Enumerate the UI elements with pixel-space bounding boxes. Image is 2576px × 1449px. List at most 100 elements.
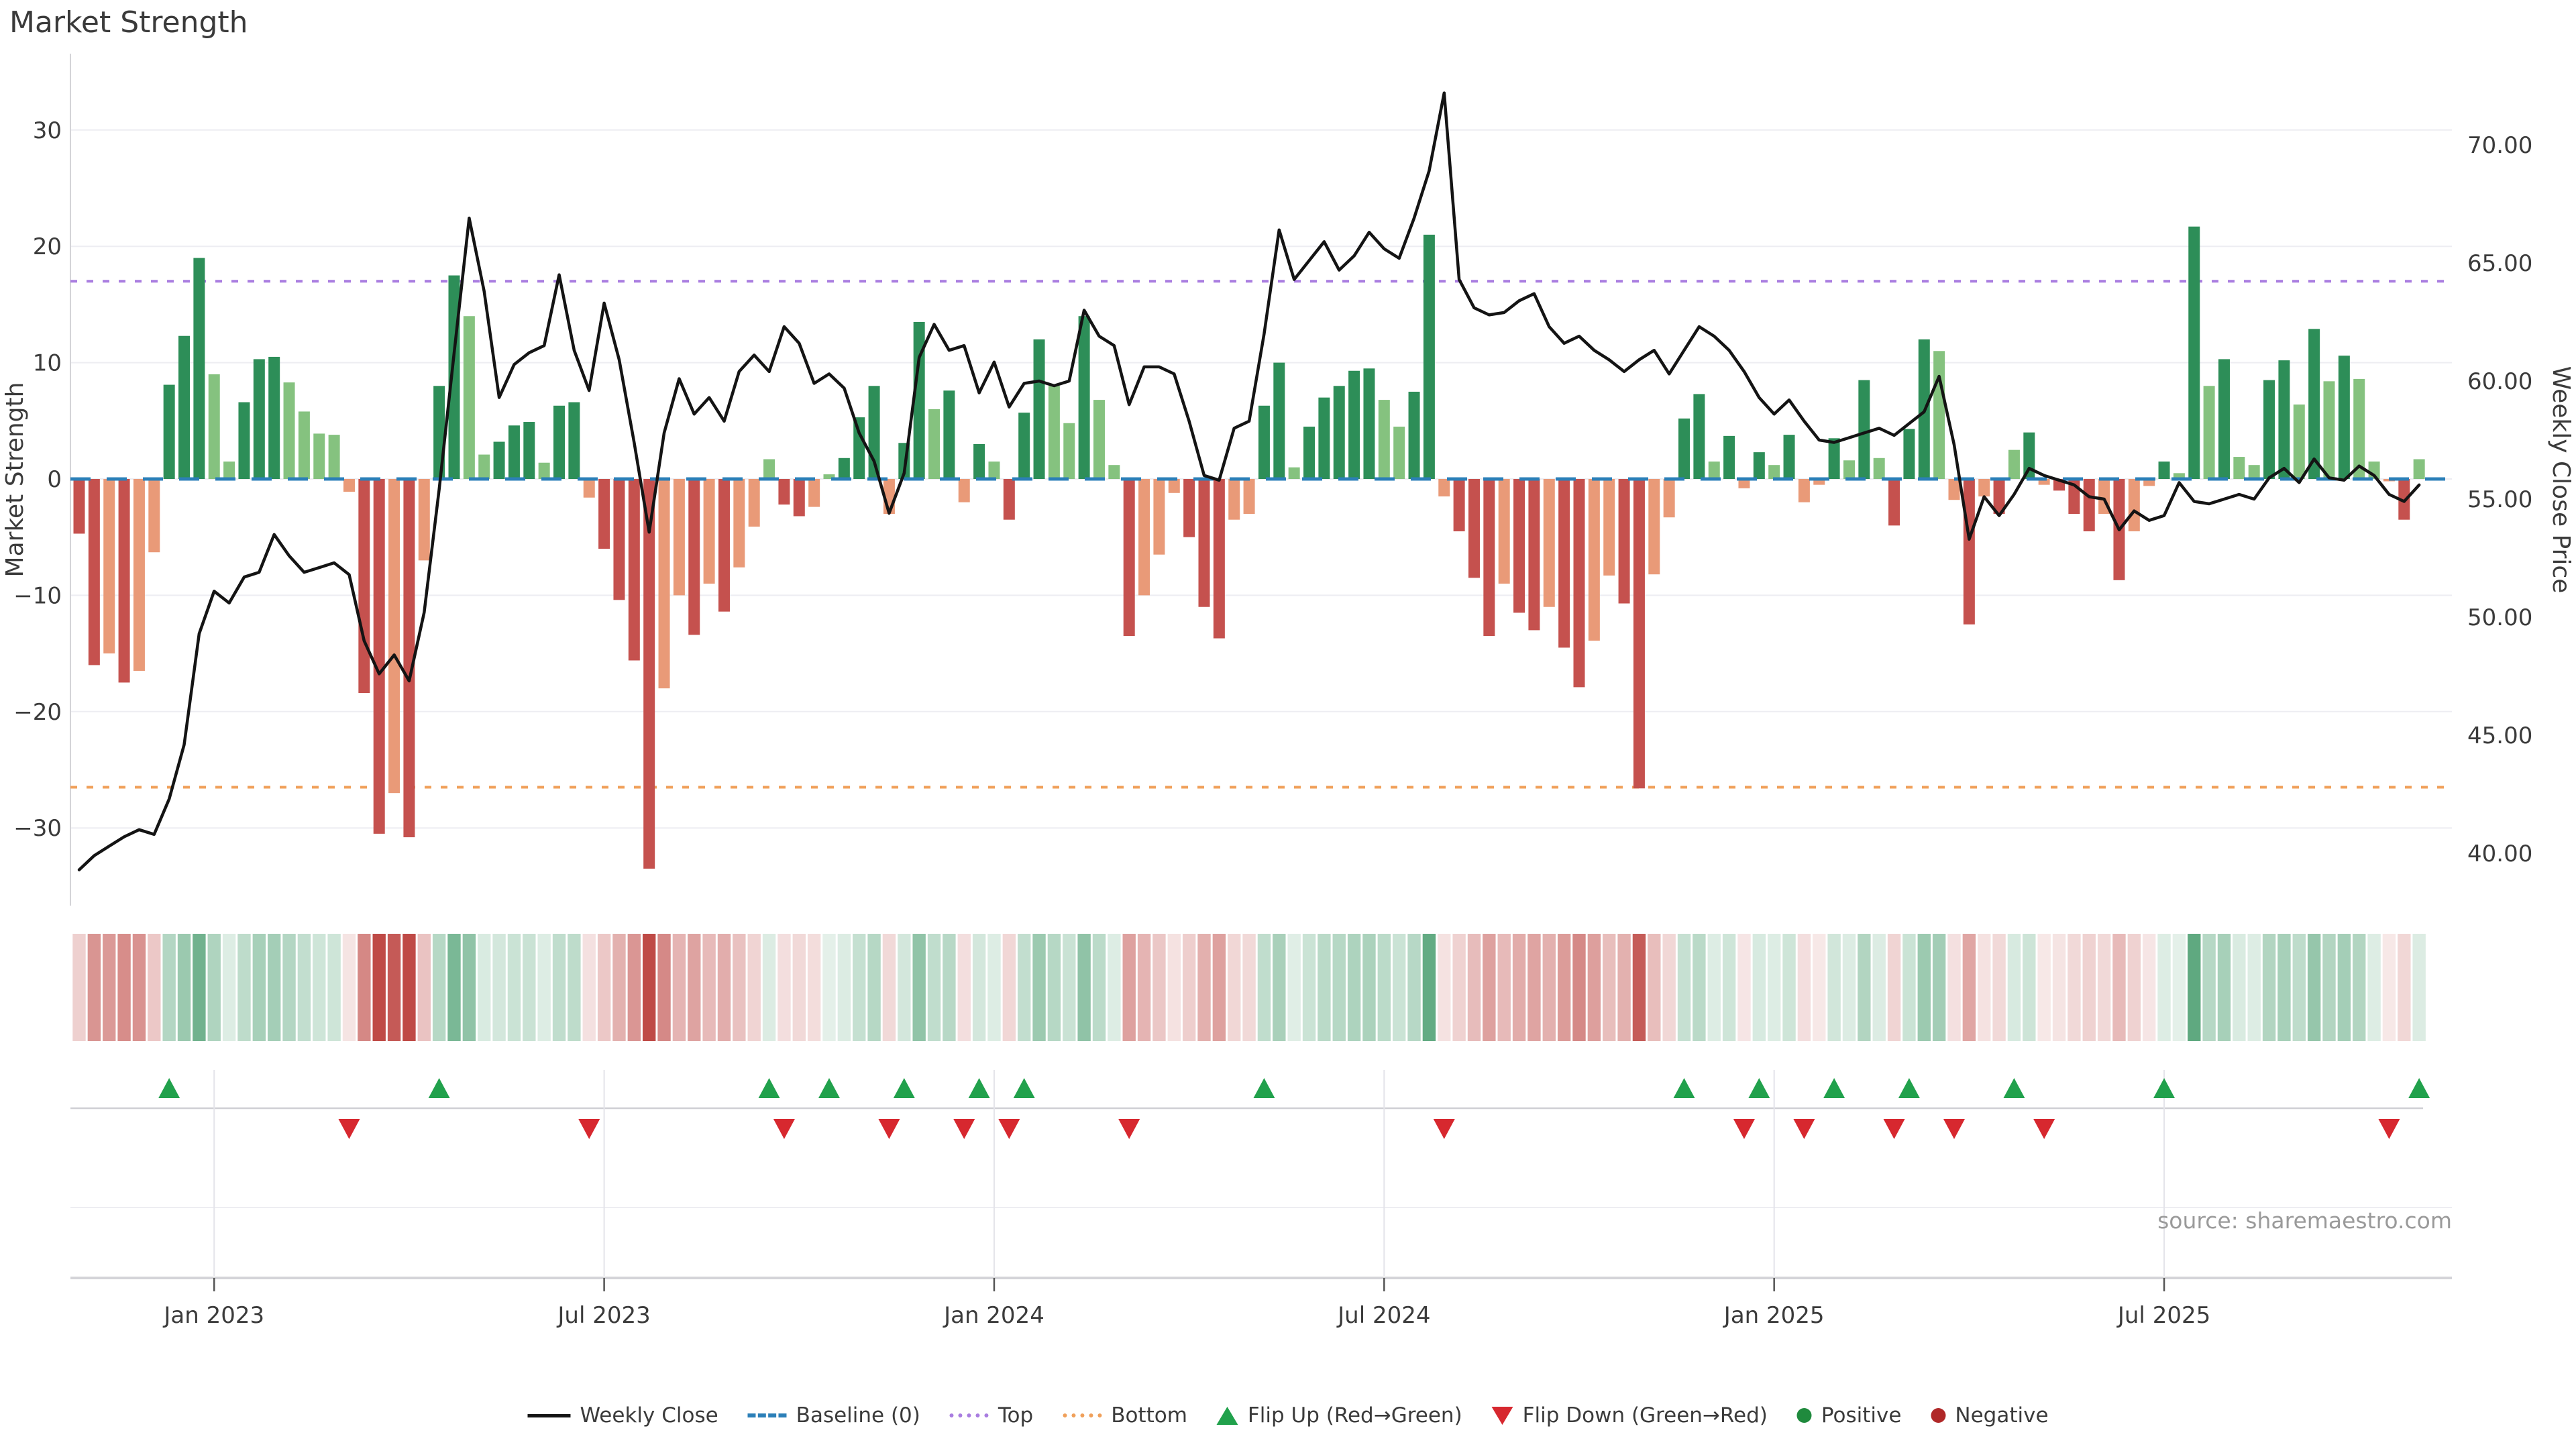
strength-bar-negative [1198,479,1210,607]
heatmap-cell [747,934,761,1041]
legend-label: Bottom [1111,1403,1187,1428]
strength-bar-positive [973,443,985,479]
strength-bar-negative [1213,479,1225,639]
heatmap-cell [1572,934,1586,1041]
strength-bar-negative [703,479,715,584]
heatmap-cell [1842,934,1856,1041]
strength-bar-negative [1663,479,1675,518]
left-tick-label: 30 [33,117,62,144]
heatmap-cell [1467,934,1481,1041]
legend-label: Positive [1821,1403,1902,1428]
heatmap-cell [387,934,401,1041]
strength-bar-negative [1993,479,2005,515]
strength-bar-negative [1123,479,1135,637]
heatmap-cell [688,934,701,1041]
heatmap-cell [612,934,626,1041]
strength-bar-negative [673,479,685,596]
flip-up-marker [1673,1078,1695,1098]
bottom-dotted-swatch [1063,1413,1102,1417]
strength-bar-positive [568,402,580,479]
heatmap-cell [1978,934,1991,1041]
heatmap-cell [2307,934,2321,1041]
strength-bar-positive [2173,473,2185,479]
strength-bar-positive [2293,405,2305,479]
flip-up-marker [428,1078,450,1098]
x-tick-label: Jul 2024 [1336,1302,1430,1329]
heatmap-cell [162,934,176,1041]
heatmap-cell [447,934,461,1041]
strength-bar-negative [343,479,355,492]
strength-bar-positive [538,462,550,479]
strength-bar-negative [358,479,370,694]
heatmap-cell [2157,934,2171,1041]
heatmap-cell [657,934,671,1041]
strength-bar-positive [928,409,941,479]
heatmap-cell [1603,934,1616,1041]
strength-bar-positive [508,425,520,479]
right-tick-label: 45.00 [2467,722,2532,749]
heatmap-cell [87,934,101,1041]
strength-bar-positive [268,356,280,479]
strength-bar-negative [1153,479,1165,555]
legend-item-top: Top [949,1403,1034,1428]
strength-bar-positive [253,359,265,479]
strength-bar-positive [1063,423,1075,479]
flip-up-marker [2408,1078,2430,1098]
flip-down-marker [878,1119,900,1139]
heatmap-cell [882,934,896,1041]
heatmap-cell [1662,934,1676,1041]
strength-bar-positive [2158,461,2170,479]
heatmap-cell [1002,934,1016,1041]
strength-bar-negative [793,479,805,517]
heatmap-cell [2112,934,2126,1041]
legend-label: Top [998,1403,1034,1428]
legend-label: Flip Down (Green→Red) [1522,1403,1768,1428]
heatmap-cell [372,934,386,1041]
flip-up-marker [2003,1078,2025,1098]
strength-bar-positive [1408,391,1420,479]
strength-bar-positive [208,374,220,479]
strength-bar-positive [2278,360,2290,479]
right-tick-label: 50.00 [2467,604,2532,631]
strength-bar-positive [1273,362,1285,479]
strength-bar-negative [1573,479,1585,688]
strength-bar-negative [598,479,610,549]
heatmap-cell [1858,934,1871,1041]
heatmap-cell [507,934,521,1041]
heatmap-cell [1452,934,1466,1041]
heatmap-cell [2412,934,2426,1041]
strength-bar-positive [553,405,566,479]
heatmap-cell [2188,934,2201,1041]
flip-down-marker [1943,1119,1965,1139]
strength-bar-positive [313,433,325,479]
strength-bar-positive [763,459,775,479]
strength-bar-positive [163,384,175,479]
heatmap-cell [1287,934,1301,1041]
strength-bar-positive [838,458,850,479]
heatmap-cell [1648,934,1661,1041]
strength-bar-negative [718,479,730,612]
flip-up-marker [1748,1078,1770,1098]
legend-item-baseline: Baseline (0) [747,1403,920,1428]
strength-bar-negative [688,479,700,635]
strength-bar-positive [328,435,340,479]
strength-bar-positive [2248,465,2260,479]
strength-bar-negative [1138,479,1150,596]
heatmap-cell [342,934,356,1041]
heatmap-cell [1047,934,1061,1041]
strength-bar-positive [1078,316,1090,479]
strength-bar-positive [1858,380,1870,479]
flip-up-marker [1253,1078,1275,1098]
heatmap-cell [222,934,236,1041]
heatmap-cell [1407,934,1421,1041]
heatmap-cell [1167,934,1181,1041]
strength-bar-positive [2023,432,2035,479]
flip-down-marker [578,1119,600,1139]
x-tick-label: Jul 2025 [2116,1302,2210,1329]
legend-item-bottom: Bottom [1063,1403,1187,1428]
strength-bar-negative [1558,479,1570,648]
legend-label: Baseline (0) [796,1403,920,1428]
strength-bar-positive [1843,460,1855,479]
heatmap-cell [2202,934,2216,1041]
